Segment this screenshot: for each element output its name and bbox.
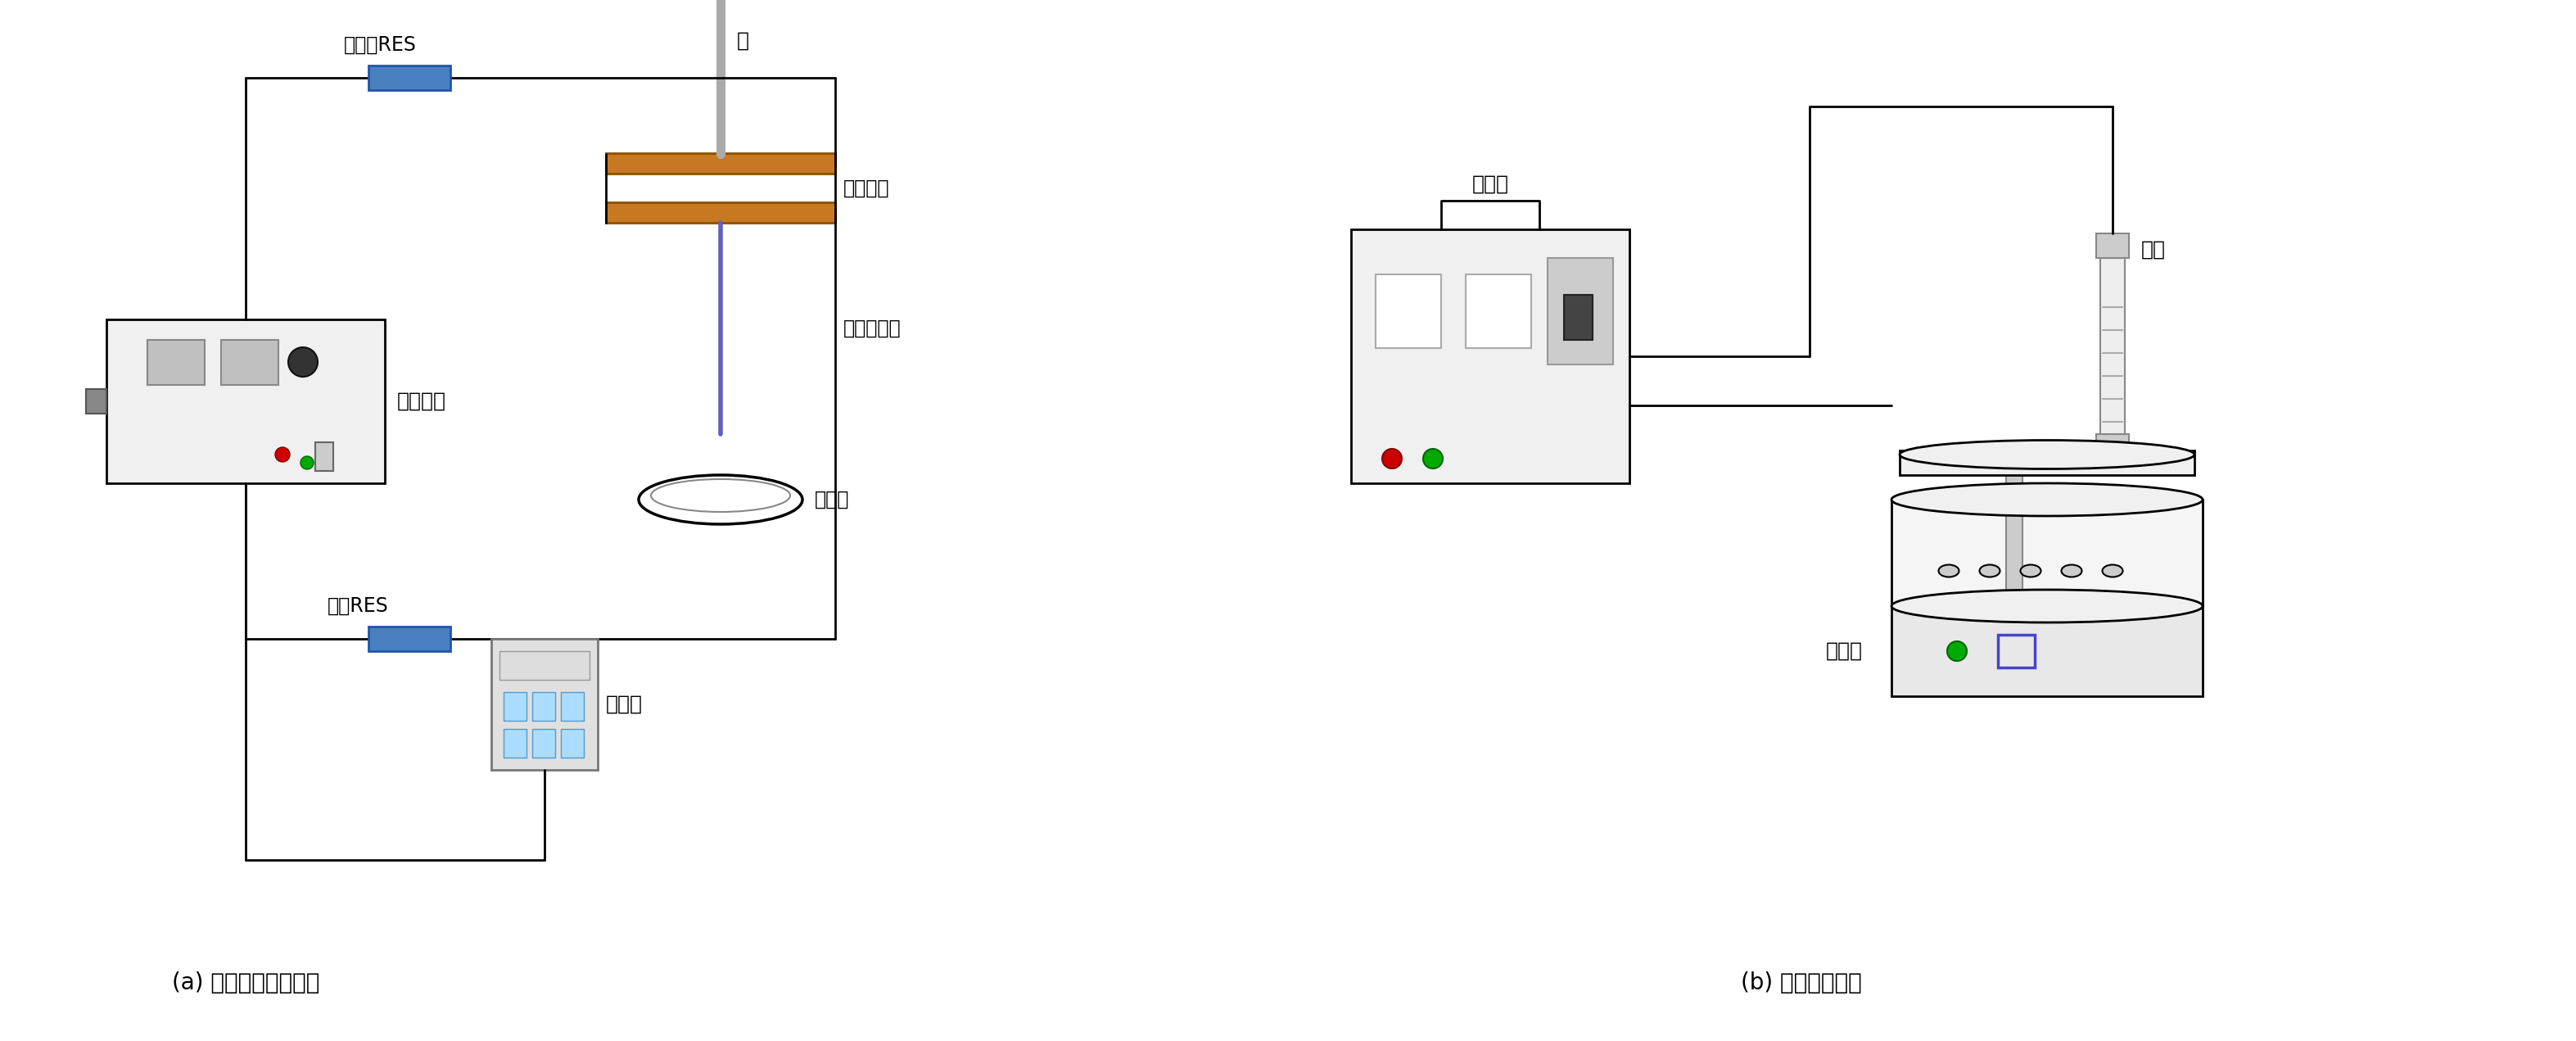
Bar — [1891, 606, 2202, 696]
Text: 万用表: 万用表 — [605, 694, 644, 714]
Bar — [492, 639, 598, 770]
Ellipse shape — [1899, 440, 2195, 468]
Bar — [2099, 258, 2125, 438]
Text: 等离子射流: 等离子射流 — [842, 319, 902, 338]
Bar — [1564, 295, 1592, 340]
Ellipse shape — [2020, 564, 2040, 577]
Ellipse shape — [2102, 564, 2123, 577]
Text: 检验RES: 检验RES — [327, 596, 389, 616]
Text: 稳电压源: 稳电压源 — [397, 391, 446, 411]
Bar — [1376, 275, 1440, 348]
Circle shape — [289, 348, 317, 377]
Bar — [1466, 275, 1530, 348]
Bar — [1350, 229, 1631, 483]
Bar — [2097, 434, 2128, 451]
Circle shape — [1422, 449, 1443, 468]
Bar — [368, 66, 451, 91]
Bar — [605, 202, 835, 223]
Circle shape — [276, 448, 291, 462]
Bar — [2097, 233, 2128, 258]
Bar — [502, 692, 526, 720]
Bar — [147, 340, 204, 385]
Bar — [533, 729, 556, 758]
Bar — [562, 692, 585, 720]
Bar — [1999, 635, 2035, 667]
Bar — [1548, 258, 1613, 364]
Text: 阴极循环: 阴极循环 — [842, 179, 889, 198]
Circle shape — [1947, 641, 1968, 661]
Text: 氙灯: 氙灯 — [2141, 240, 2166, 259]
Ellipse shape — [1891, 483, 2202, 516]
Bar — [533, 692, 556, 720]
Bar — [500, 651, 590, 680]
Bar — [314, 442, 332, 471]
Text: 反应器: 反应器 — [814, 489, 850, 509]
Bar — [502, 729, 526, 758]
Text: 反应器: 反应器 — [1826, 641, 1862, 661]
Ellipse shape — [1978, 564, 1999, 577]
Bar — [85, 389, 106, 413]
Bar — [562, 729, 585, 758]
Ellipse shape — [1891, 589, 2202, 623]
Text: 针: 针 — [737, 31, 750, 51]
Text: (a) 辉光放电等离子体: (a) 辉光放电等离子体 — [173, 971, 319, 994]
Circle shape — [1383, 449, 1401, 468]
Bar — [368, 627, 451, 651]
Ellipse shape — [1940, 564, 1958, 577]
Bar — [1899, 451, 2195, 475]
Bar — [2007, 451, 2022, 606]
Text: 镇流器RES: 镇流器RES — [345, 35, 417, 55]
Ellipse shape — [2061, 564, 2081, 577]
Bar — [605, 153, 835, 174]
Bar — [222, 340, 278, 385]
Text: (b) 光化学反应仪: (b) 光化学反应仪 — [1741, 971, 1862, 994]
Bar — [106, 320, 384, 483]
Circle shape — [301, 456, 314, 469]
Bar — [1891, 500, 2202, 606]
Text: 控制器: 控制器 — [1471, 175, 1510, 194]
